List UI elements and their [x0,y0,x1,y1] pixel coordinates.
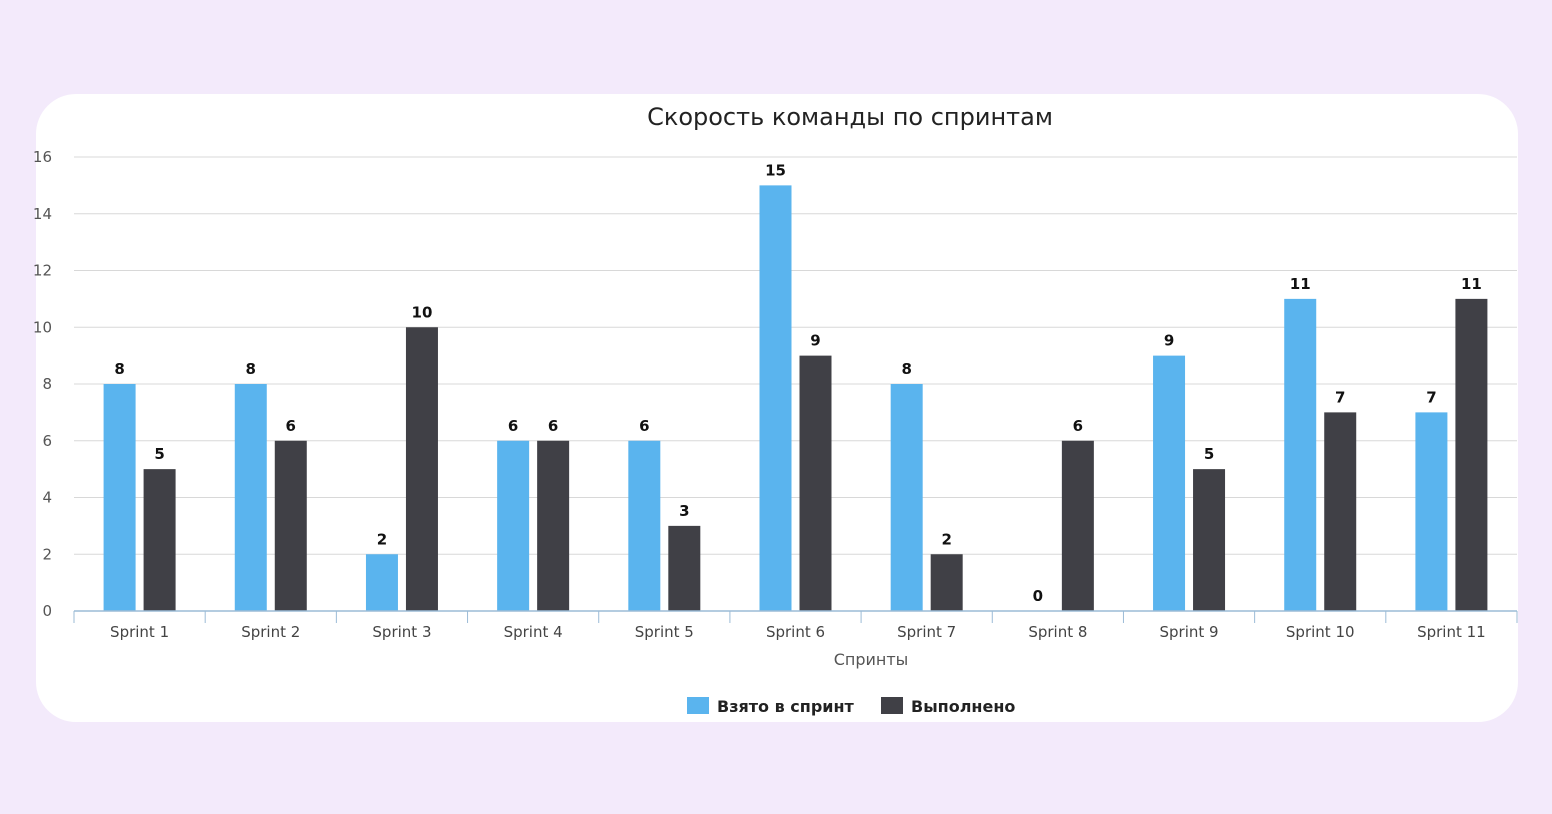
bars [103,185,1488,611]
x-axis: Sprint 1 Sprint 2 Sprint 3 Sprint 4 Sprint 5… [73,610,1518,641]
data-label: 10 [412,303,433,321]
legend-label: Выполнено [911,697,1015,716]
bar-taken [1153,355,1186,611]
bar-taken [759,185,792,611]
bar-done [668,525,701,611]
bar-taken [103,384,136,611]
bar-taken [365,554,398,611]
bar-done [274,440,307,611]
bar-done [537,440,570,611]
bar-done [1061,440,1094,611]
data-label: 7 [1335,388,1345,406]
bar-taken [890,384,923,611]
bar-taken [1284,298,1317,611]
data-label: 2 [941,530,951,548]
x-tick-label: Sprint 8 [1028,623,1087,641]
y-tick-label: 8 [42,375,52,393]
data-label: 5 [1204,445,1214,463]
x-tick-label: Sprint 4 [504,623,563,641]
data-label: 8 [246,360,256,378]
legend-swatch [687,697,709,714]
bar-done [1324,412,1357,611]
legend-label: Взято в спринт [717,697,855,716]
data-label: 7 [1426,388,1436,406]
data-label: 11 [1290,275,1311,293]
data-labels: 8 5 8 6 2 10 6 6 6 3 15 9 8 2 0 6 9 5 11 7 7 11 [114,161,1481,605]
x-tick-label: Sprint 7 [897,623,956,641]
x-tick-label: Sprint 6 [766,623,825,641]
x-tick-label: Sprint 11 [1417,623,1486,641]
x-tick-label: Sprint 3 [372,623,431,641]
legend-swatch [881,697,903,714]
x-tick-label: Sprint 10 [1286,623,1355,641]
bar-taken [1415,412,1448,611]
data-label: 6 [508,417,518,435]
y-tick-label: 6 [42,432,52,450]
data-label: 5 [154,445,164,463]
data-label: 9 [810,332,820,350]
bar-taken [628,440,661,611]
data-label: 2 [377,530,387,548]
x-tick-label: Sprint 2 [241,623,300,641]
bar-done [143,469,176,611]
data-label: 0 [1033,587,1043,605]
y-tick-label: 4 [42,489,52,507]
y-tick-label: 10 [33,318,52,336]
data-label: 11 [1461,275,1482,293]
y-tick-label: 12 [33,262,52,280]
y-tick-label: 14 [33,205,52,223]
bar-done [1193,469,1226,611]
data-label: 3 [679,502,689,520]
bar-done [405,327,438,611]
x-tick-label: Sprint 9 [1160,623,1219,641]
data-label: 8 [114,360,124,378]
bar-taken [234,384,267,611]
y-tick-label: 0 [42,602,52,620]
x-axis-title: Спринты [834,650,909,669]
y-tick-label: 2 [42,545,52,563]
data-label: 6 [639,417,649,435]
data-label: 6 [286,417,296,435]
data-label: 8 [901,360,911,378]
data-label: 15 [765,161,786,179]
bar-done [799,355,832,611]
data-label: 6 [548,417,558,435]
x-tick-label: Sprint 1 [110,623,169,641]
chart-title: Скорость команды по спринтам [647,103,1053,131]
data-label: 9 [1164,332,1174,350]
bar-done [1455,298,1488,611]
data-label: 6 [1073,417,1083,435]
x-tick-label: Sprint 5 [635,623,694,641]
legend: Взято в спринт Выполнено [687,697,1015,716]
y-tick-label: 16 [33,148,52,166]
grid: 0 2 4 6 8 10 12 14 16 [33,148,1517,620]
bar-done [930,554,963,611]
bar-taken [497,440,530,611]
